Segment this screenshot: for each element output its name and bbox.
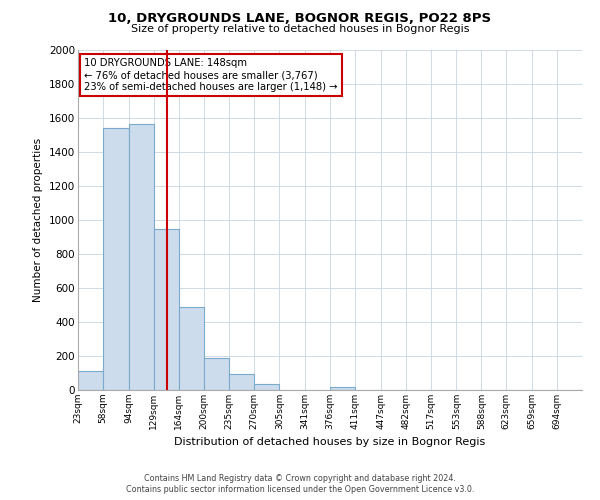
Bar	[78, 372, 103, 390]
Bar	[330, 388, 355, 390]
Bar	[254, 384, 280, 390]
Text: Size of property relative to detached houses in Bognor Regis: Size of property relative to detached ho…	[131, 24, 469, 34]
Text: 10, DRYGROUNDS LANE, BOGNOR REGIS, PO22 8PS: 10, DRYGROUNDS LANE, BOGNOR REGIS, PO22 …	[109, 12, 491, 26]
Bar	[103, 128, 128, 390]
X-axis label: Distribution of detached houses by size in Bognor Regis: Distribution of detached houses by size …	[175, 438, 485, 448]
Bar	[229, 374, 254, 390]
Text: 10 DRYGROUNDS LANE: 148sqm
← 76% of detached houses are smaller (3,767)
23% of s: 10 DRYGROUNDS LANE: 148sqm ← 76% of deta…	[84, 58, 338, 92]
Bar	[179, 306, 205, 390]
Bar	[205, 358, 229, 390]
Text: Contains HM Land Registry data © Crown copyright and database right 2024.
Contai: Contains HM Land Registry data © Crown c…	[126, 474, 474, 494]
Y-axis label: Number of detached properties: Number of detached properties	[34, 138, 43, 302]
Bar	[154, 228, 179, 390]
Bar	[128, 124, 154, 390]
